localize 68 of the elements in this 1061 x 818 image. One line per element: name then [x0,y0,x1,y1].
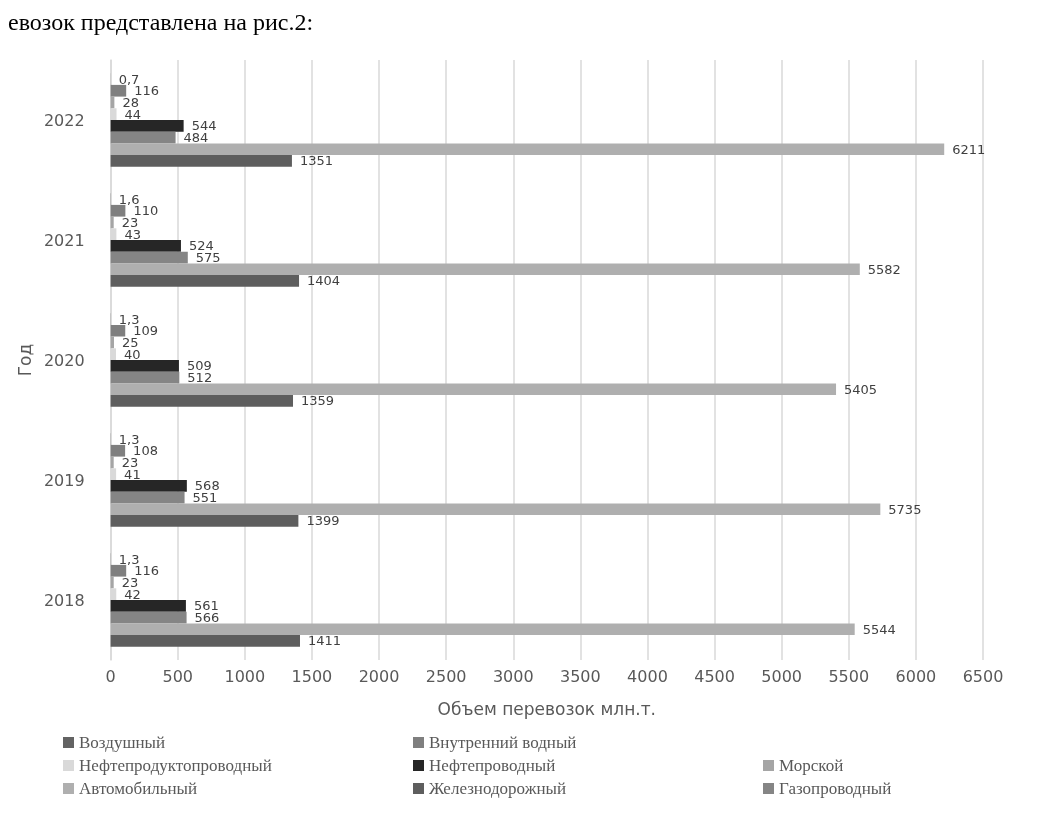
data-label: 1399 [306,513,340,529]
data-label: 1411 [307,633,342,649]
x-tick-label: 3500 [560,666,601,686]
y-tick-label: 2018 [43,590,85,610]
bar [110,204,126,217]
legend-label: Воздушный [79,733,166,752]
legend-label: Газопроводный [779,779,892,798]
data-label: 5544 [862,621,896,637]
x-tick-label: 5500 [828,666,870,686]
bar [110,600,186,612]
x-tick-label: 5000 [761,666,803,686]
legend-label: Нефтепроводный [429,756,556,775]
data-label: 1359 [301,393,335,409]
data-label: 6211 [952,141,986,157]
y-tick-label: 2020 [43,350,85,370]
bar [110,564,127,577]
legend-label: Железнодорожный [429,779,567,798]
data-label: 1404 [307,273,341,289]
x-tick-label: 4000 [627,666,668,686]
data-label: 5735 [888,501,922,517]
bar [110,240,181,252]
bar [110,131,176,144]
bar [110,623,855,636]
bar [110,263,860,276]
y-tick-label: 2019 [43,470,85,490]
x-tick-label: 2000 [358,666,400,686]
bar [110,395,294,407]
data-label: 5405 [844,381,878,397]
legend-label: Нефтепродуктопроводный [79,756,272,775]
x-tick-label: 1500 [291,666,333,686]
bar [110,216,114,229]
bar [110,503,881,516]
text: евозок представлена на рис.2: [8,9,314,35]
x-tick-label: 3000 [492,666,534,686]
x-tick-label: 2500 [425,666,467,686]
bar [110,635,300,647]
data-label: 1351 [299,153,334,169]
bar [110,84,127,97]
legend-label: Морской [779,756,844,775]
x-axis-title: Объем перевозок млн.т. [437,698,657,719]
x-tick-label: 6500 [962,666,1004,686]
bar [110,120,184,132]
data-label: 5582 [867,261,901,277]
bar [110,143,945,156]
y-axis-title: Год [14,343,35,377]
bar [110,371,180,384]
x-tick-label: 6000 [895,666,937,686]
bar [110,324,126,337]
bar [110,360,179,372]
bar [110,456,114,469]
y-tick-label: 2022 [43,110,85,130]
bar [110,576,114,589]
y-tick-label: 2021 [43,230,85,250]
bar [110,275,300,287]
bar [110,383,837,396]
bar [110,491,185,504]
bar [110,515,299,527]
x-tick-label: 1000 [224,666,266,686]
legend-label: Автомобильный [79,779,198,798]
bar [110,611,187,624]
legend-label: Внутренний водный [429,733,577,752]
x-tick-label: 0 [105,666,116,686]
bar [110,480,187,492]
x-tick-label: 500 [162,666,193,686]
bar [110,251,188,264]
x-tick-label: 4500 [694,666,735,686]
bar [110,444,126,457]
bar [110,155,292,167]
